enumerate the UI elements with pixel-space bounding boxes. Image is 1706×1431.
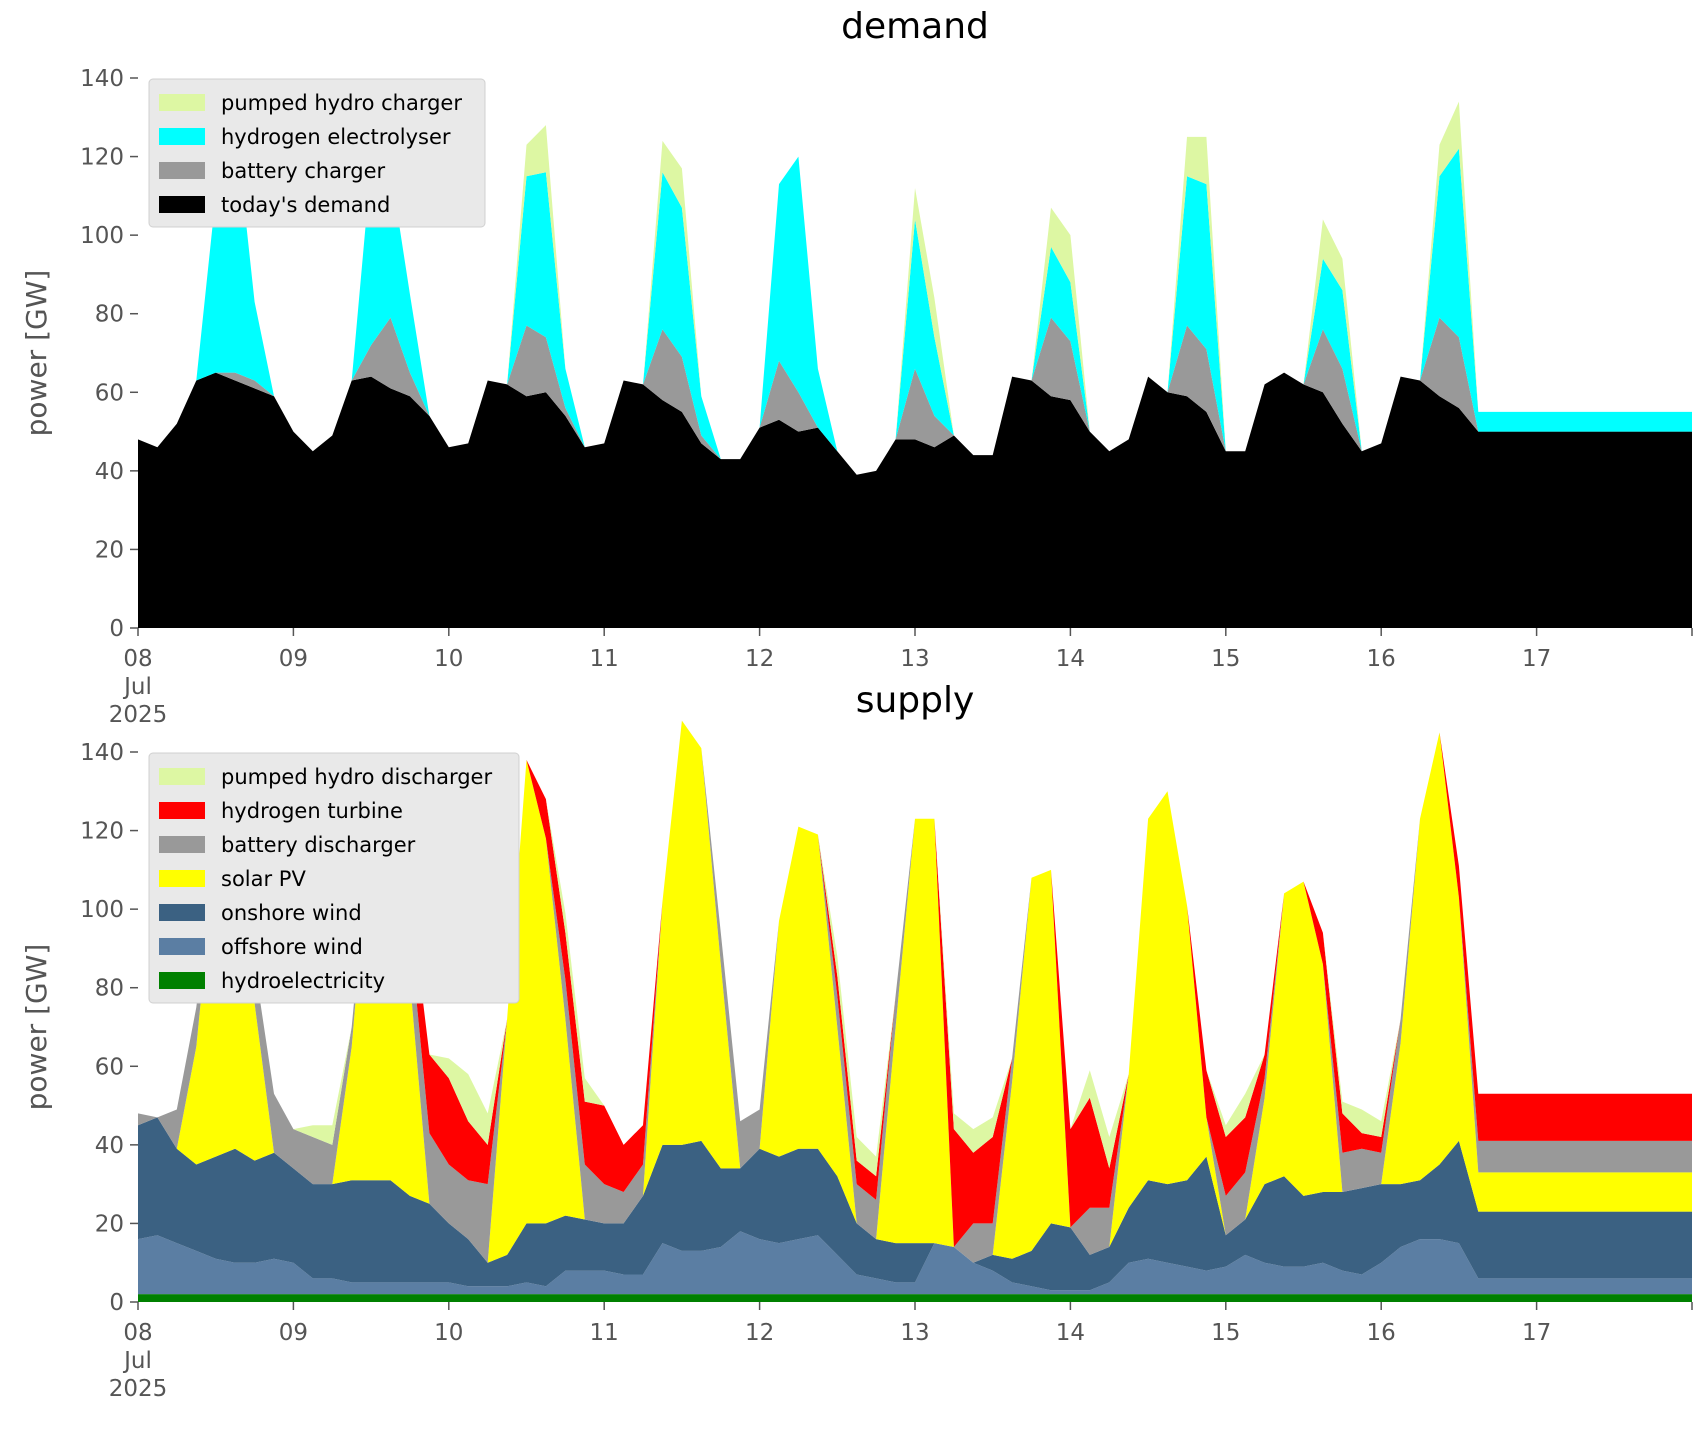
legend-label-hydrogen-turbine: hydrogen turbine — [221, 799, 403, 823]
y-axis-title: power [GW] — [20, 944, 53, 1111]
x-tick-label: 09 — [279, 646, 308, 672]
x-tick-label: 2025 — [109, 702, 168, 728]
area-hydrogen-electrolyser — [138, 121, 1692, 475]
y-tick-label: 40 — [95, 1133, 124, 1159]
y-tick-label: 20 — [95, 1211, 124, 1237]
y-tick-label: 140 — [80, 66, 124, 92]
x-tick-label: 2025 — [109, 1376, 168, 1402]
legend-swatch-onshore-wind — [159, 904, 205, 921]
legend-label-battery-charger: battery charger — [221, 159, 386, 183]
y-tick-label: 80 — [95, 976, 124, 1002]
legend-box — [148, 752, 520, 1004]
legend-swatch-hydroelectricity — [159, 972, 205, 989]
x-tick-label: 16 — [1367, 646, 1396, 672]
y-tick-label: 40 — [95, 459, 124, 485]
area-offshore-wind — [138, 1231, 1692, 1295]
y-axis-title: power [GW] — [20, 270, 53, 437]
area-solar-pv — [138, 720, 1692, 1263]
y-tick-label: 120 — [80, 145, 124, 171]
legend-label-solar-pv: solar PV — [221, 867, 306, 891]
demand-panel: demand 0 20 40 60 80 100 120 140 power [GW] 08Jul2… — [20, 6, 1693, 728]
legend-label-battery-discharger: battery discharger — [221, 833, 416, 857]
y-tick-label: 0 — [109, 616, 124, 642]
legend: pumped hydro discharger hydrogen turbine b… — [148, 752, 520, 1004]
legend-swatch-pumped-hydro-charger — [159, 94, 205, 111]
y-tick-label: 80 — [95, 302, 124, 328]
legend-swatch-offshore-wind — [159, 938, 205, 955]
x-tick-label: 14 — [1056, 1320, 1085, 1346]
chart-title: supply — [856, 680, 975, 721]
x-tick-label: 13 — [900, 646, 929, 672]
y-tick-label: 60 — [95, 380, 124, 406]
legend-label-pumped-hydro-charger: pumped hydro charger — [221, 91, 462, 115]
x-tick-label: 08 — [123, 646, 152, 672]
legend-label-today-s-demand: today's demand — [221, 193, 390, 217]
area-layer — [138, 101, 1692, 628]
legend-swatch-battery-charger — [159, 162, 205, 179]
y-axis: 0 20 40 60 80 100 120 140 power [GW] — [20, 740, 138, 1316]
x-tick-label: 12 — [745, 1320, 774, 1346]
x-tick-label: 10 — [434, 646, 463, 672]
x-tick-label: 12 — [745, 646, 774, 672]
area-layer — [138, 720, 1692, 1302]
legend-swatch-solar-pv — [159, 870, 205, 887]
legend-swatch-today-s-demand — [159, 196, 205, 213]
legend: pumped hydro charger hydrogen electrolyse… — [148, 78, 486, 228]
x-tick-label: 08 — [123, 1320, 152, 1346]
legend-box — [148, 78, 486, 228]
y-tick-label: 120 — [80, 819, 124, 845]
y-tick-label: 140 — [80, 740, 124, 766]
area-today-s-demand — [138, 372, 1692, 628]
x-tick-label: 10 — [434, 1320, 463, 1346]
legend-swatch-hydrogen-turbine — [159, 802, 205, 819]
legend-label-hydroelectricity: hydroelectricity — [221, 969, 385, 993]
area-battery-charger — [138, 317, 1692, 475]
y-tick-label: 20 — [95, 537, 124, 563]
x-tick-label: 17 — [1522, 646, 1551, 672]
y-tick-label: 60 — [95, 1054, 124, 1080]
x-tick-label: Jul — [122, 1348, 152, 1374]
x-tick-label: 16 — [1367, 1320, 1396, 1346]
x-tick-label: 09 — [279, 1320, 308, 1346]
x-tick-label: 15 — [1211, 1320, 1240, 1346]
legend-label-hydrogen-electrolyser: hydrogen electrolyser — [221, 125, 451, 149]
chart-title: demand — [841, 6, 989, 47]
x-tick-label: 11 — [590, 646, 619, 672]
legend-label-pumped-hydro-discharger: pumped hydro discharger — [221, 765, 492, 789]
legend-label-offshore-wind: offshore wind — [221, 935, 363, 959]
x-tick-label: 11 — [590, 1320, 619, 1346]
x-tick-label: 14 — [1056, 646, 1085, 672]
y-tick-label: 100 — [80, 223, 124, 249]
area-onshore-wind — [138, 1117, 1692, 1291]
x-tick-label: 17 — [1522, 1320, 1551, 1346]
legend-swatch-hydrogen-electrolyser — [159, 128, 205, 145]
y-tick-label: 0 — [109, 1290, 124, 1316]
x-tick-label: 15 — [1211, 646, 1240, 672]
y-axis: 0 20 40 60 80 100 120 140 power [GW] — [20, 66, 138, 642]
legend-swatch-pumped-hydro-discharger — [159, 768, 205, 785]
x-tick-label: 13 — [900, 1320, 929, 1346]
y-tick-label: 100 — [80, 897, 124, 923]
legend-swatch-battery-discharger — [159, 836, 205, 853]
x-tick-label: Jul — [122, 674, 152, 700]
legend-label-onshore-wind: onshore wind — [221, 901, 362, 925]
area-hydroelectricity — [138, 1294, 1692, 1302]
